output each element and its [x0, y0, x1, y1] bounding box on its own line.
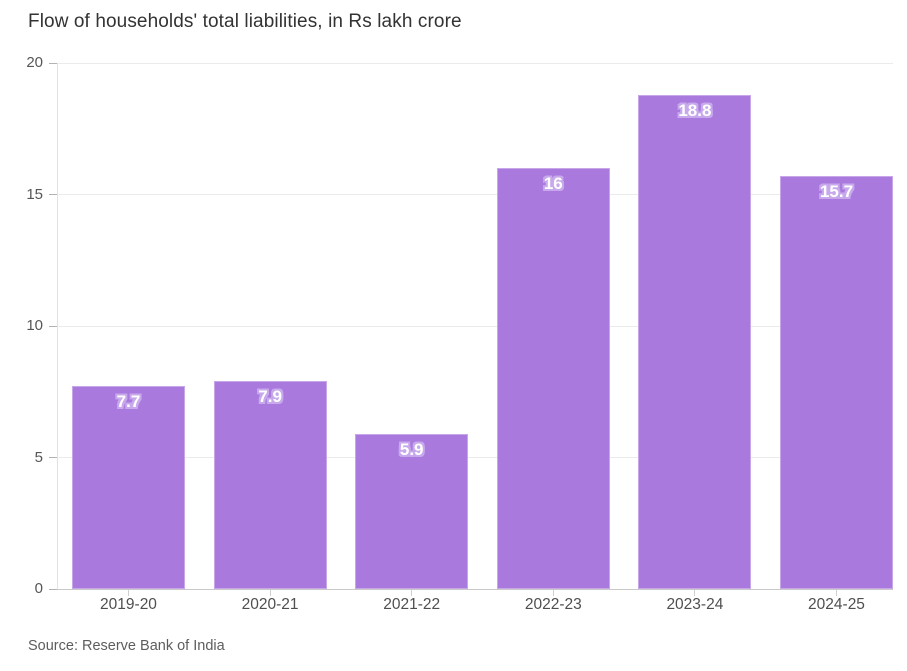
value-label: 5.9	[399, 439, 424, 459]
value-label: 7.7	[116, 392, 141, 412]
x-axis-label: 2022-23	[524, 596, 582, 613]
y-axis-tick	[49, 325, 57, 327]
gridline-5	[57, 457, 893, 458]
y-axis-tick	[49, 588, 57, 590]
value-label: 7.9	[258, 387, 282, 407]
x-axis-label: 2024-25	[808, 596, 865, 613]
gridline-10	[57, 325, 893, 327]
bar-2022-23: 16	[496, 168, 610, 589]
value-label: 16	[543, 174, 563, 194]
x-axis-label: 2020-21	[241, 596, 299, 613]
x-axis-tick	[552, 589, 554, 596]
x-axis-line	[57, 588, 893, 590]
y-axis-tick	[49, 62, 57, 64]
y-axis-label: 20	[26, 54, 43, 71]
x-axis-tick	[128, 589, 129, 596]
x-axis-label: 2021-22	[383, 596, 441, 613]
plot-area: 0 5 10 15 20 7.7 2019-20 7.9 2020-21 5.9 2021-22 16…	[26, 54, 893, 613]
value-label: 18.8	[678, 100, 712, 120]
value-label: 15.7	[819, 182, 854, 202]
x-axis-label: 2019-20	[100, 596, 157, 613]
bar-2021-22: 5.9	[355, 433, 469, 589]
x-axis-label: 2023-24	[666, 596, 724, 613]
y-axis-tick	[49, 457, 57, 458]
y-axis-label: 5	[34, 448, 43, 466]
bar-2023-24: 18.8	[638, 94, 752, 589]
y-axis-label: 15	[26, 185, 43, 203]
y-axis-label: 0	[34, 580, 43, 597]
gridline-20	[57, 62, 893, 64]
source-note: Source: Reserve Bank of India	[28, 638, 225, 654]
x-axis-tick	[411, 589, 413, 596]
bar-2020-21: 7.9	[213, 381, 327, 589]
chart-title: Flow of households' total liabilities, i…	[28, 11, 462, 32]
gridline-15	[57, 194, 893, 195]
bar-2019-20: 7.7	[72, 386, 185, 589]
y-axis-line	[57, 63, 58, 589]
x-axis-tick	[269, 589, 271, 596]
x-axis-tick	[836, 589, 837, 596]
y-axis-tick	[49, 194, 57, 195]
x-axis-tick	[694, 589, 696, 596]
y-axis-label: 10	[26, 317, 43, 334]
bar-2024-25: 15.7	[780, 176, 893, 589]
